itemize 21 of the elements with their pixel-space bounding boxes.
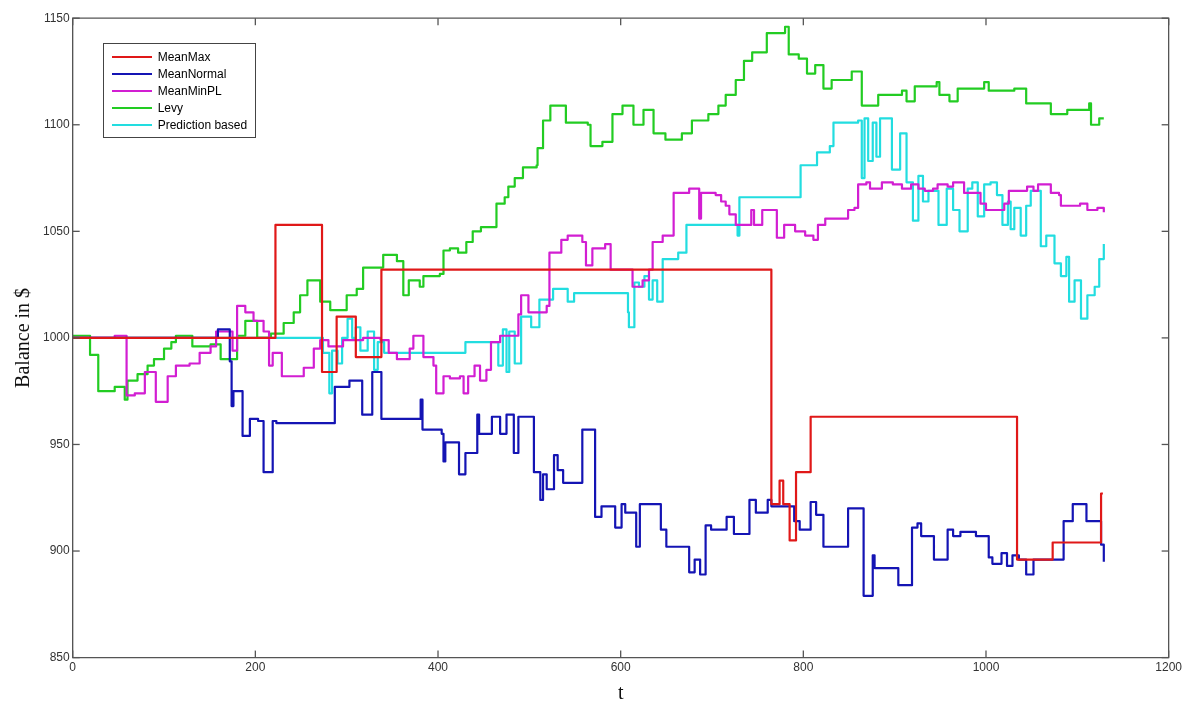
x-tick-label: 1000 [972,660,1000,675]
y-tick-label: 850 [49,649,71,664]
x-tick-label: 400 [428,660,449,675]
y-tick-label: 950 [49,436,71,451]
legend-label: MeanMax [157,49,211,64]
y-tick-label: 1150 [43,10,71,25]
y-tick-label: 1050 [42,223,71,238]
y-tick-label: 1100 [43,117,71,132]
y-tick-label: 1000 [42,330,71,345]
x-tick-label: 1200 [1155,660,1183,675]
legend-label: MeanNormal [157,66,227,81]
legend-label: Prediction based [157,117,248,132]
y-axis-title: Balance in $ [11,287,34,388]
x-tick-label: 0 [69,660,77,675]
legend-label: MeanMinPL [157,83,222,98]
x-tick-label: 600 [610,660,632,675]
y-tick-label: 900 [49,543,71,558]
legend-label: Levy [157,100,184,115]
x-tick-label: 200 [245,660,266,675]
x-axis-title: t [617,681,624,704]
x-tick-label: 800 [793,660,814,675]
